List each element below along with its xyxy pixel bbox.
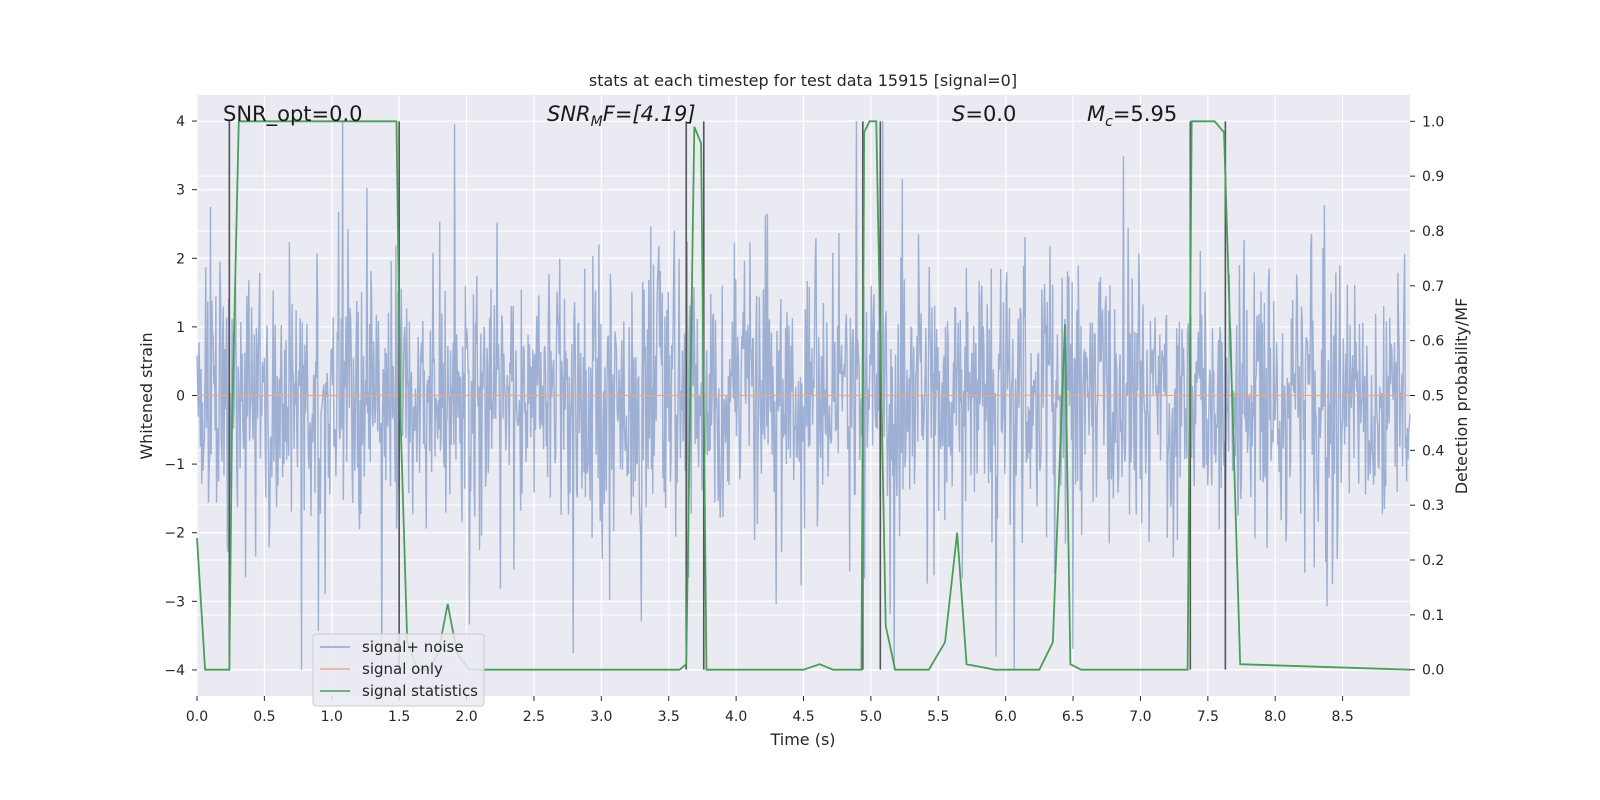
legend-box	[312, 633, 485, 707]
x-tick-label: 2.5	[523, 709, 545, 725]
y-right-tick-label: 1.0	[1422, 114, 1444, 130]
y-right-tick-label: 0.9	[1422, 169, 1444, 185]
y-axis-right-label: Detection probability/MF	[1452, 298, 1471, 495]
legend: signal+ noise signal only signal statist…	[312, 633, 485, 707]
legend-label-signal-only: signal only	[362, 660, 443, 678]
y-axis-left-ticks: 4 3 2 1 0 −1 −2 −3 −4	[164, 114, 197, 679]
y-left-tick-label: −4	[164, 663, 185, 679]
annotation-mc: Mc=5.95	[1087, 102, 1177, 130]
x-tick-label: 8.0	[1264, 709, 1286, 725]
annotation-snr-mf: SNRMF=[4.19]	[547, 102, 696, 130]
y-right-tick-label: 0.7	[1422, 279, 1444, 295]
y-right-tick-label: 0.2	[1422, 553, 1444, 569]
y-right-tick-label: 0.6	[1422, 334, 1444, 350]
x-axis-ticks: 0.0 0.5 1.0 1.5 2.0 2.5 3.0 3.5 4.0 4.5 5.0 5.5 6.0 6…	[186, 696, 1354, 725]
x-tick-label: 5.5	[927, 709, 949, 725]
x-tick-label: 2.0	[455, 709, 477, 725]
x-tick-label: 6.5	[1062, 709, 1084, 725]
x-tick-label: 1.5	[388, 709, 410, 725]
y-left-tick-label: −2	[164, 526, 185, 542]
y-left-tick-label: −3	[164, 594, 185, 610]
x-tick-label: 7.0	[1129, 709, 1151, 725]
y-right-tick-label: 0.1	[1422, 608, 1444, 624]
y-axis-right-ticks: 1.0 0.9 0.8 0.7 0.6 0.5 0.4 0.3 0.2 0.1 0.0	[1410, 114, 1444, 679]
y-left-tick-label: 0	[176, 389, 185, 405]
x-tick-label: 5.0	[860, 709, 882, 725]
x-tick-label: 3.5	[658, 709, 680, 725]
x-tick-label: 1.0	[321, 709, 343, 725]
x-tick-label: 8.5	[1331, 709, 1353, 725]
series-signal-statistics	[196, 120, 1411, 671]
x-tick-label: 0.5	[253, 709, 275, 725]
x-tick-label: 6.0	[995, 709, 1017, 725]
y-left-tick-label: −1	[164, 457, 185, 473]
y-left-tick-label: 3	[176, 183, 185, 199]
y-right-tick-label: 0.5	[1422, 389, 1444, 405]
y-left-tick-label: 4	[176, 114, 185, 130]
x-tick-label: 7.5	[1197, 709, 1219, 725]
x-tick-label: 4.5	[792, 709, 814, 725]
x-tick-label: 0.0	[186, 709, 208, 725]
x-tick-label: 3.0	[590, 709, 612, 725]
y-right-tick-label: 0.4	[1422, 443, 1444, 459]
legend-label-signal-statistics: signal statistics	[362, 682, 478, 700]
x-tick-label: 4.0	[725, 709, 747, 725]
plot-content	[196, 120, 1411, 671]
y-right-tick-label: 0.3	[1422, 498, 1444, 514]
x-axis-label: Time (s)	[769, 730, 835, 749]
y-left-tick-label: 1	[176, 320, 185, 336]
annotation-snr-opt: SNR_opt=0.0	[223, 102, 363, 127]
legend-label-signal-noise: signal+ noise	[362, 638, 464, 656]
y-axis-left-label: Whitened strain	[137, 332, 156, 459]
y-right-tick-label: 0.8	[1422, 224, 1444, 240]
y-left-tick-label: 2	[176, 251, 185, 267]
chart-title: stats at each timestep for test data 159…	[589, 71, 1017, 90]
annotation-s: S=0.0	[952, 102, 1016, 126]
y-right-tick-label: 0.0	[1422, 663, 1444, 679]
